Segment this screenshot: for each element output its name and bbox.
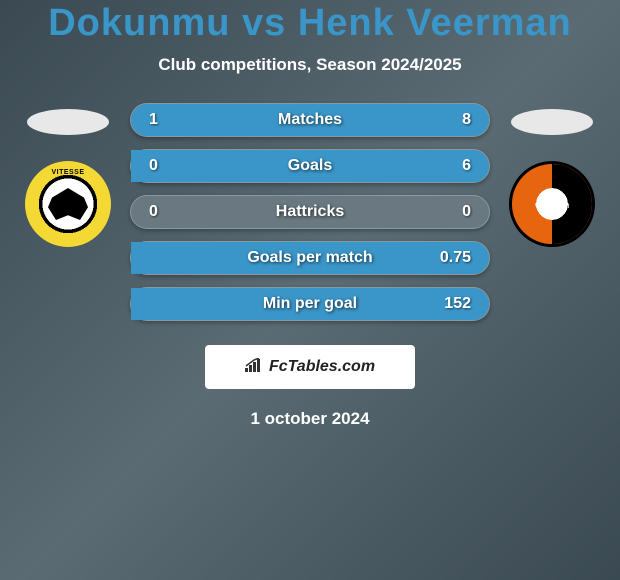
stat-row-hattricks: 0 Hattricks 0 — [130, 195, 490, 229]
stat-row-matches: 1 Matches 8 — [130, 103, 490, 137]
stats-panel: 1 Matches 8 0 Goals 6 0 Hattricks 0 — [130, 103, 490, 321]
player-left-column — [18, 103, 118, 247]
stat-row-goals-per-match: Goals per match 0.75 — [130, 241, 490, 275]
player-right-silhouette — [511, 109, 593, 135]
chart-icon — [245, 358, 263, 377]
stat-left-value: 0 — [149, 203, 158, 221]
stat-label: Hattricks — [276, 203, 344, 221]
comparison-widget: Dokunmu vs Henk Veerman Club competition… — [0, 0, 620, 580]
club-logo-volendam: FCVOLENDAM — [509, 161, 595, 247]
stat-label: Goals per match — [247, 249, 372, 267]
stat-right-value: 6 — [462, 157, 471, 175]
stat-right-value: 152 — [444, 295, 471, 313]
stat-label: Goals — [288, 157, 332, 175]
volendam-text-icon: FCVOLENDAM — [535, 198, 569, 210]
player-right-column: FCVOLENDAM — [502, 103, 602, 247]
subtitle: Club competitions, Season 2024/2025 — [158, 55, 461, 75]
stat-right-value: 8 — [462, 111, 471, 129]
date-label: 1 october 2024 — [250, 409, 369, 429]
footer-brand-text: FcTables.com — [269, 358, 375, 376]
stat-label: Matches — [278, 111, 342, 129]
stat-left-value: 1 — [149, 111, 158, 129]
stat-label: Min per goal — [263, 295, 357, 313]
stat-row-goals: 0 Goals 6 — [130, 149, 490, 183]
player-left-silhouette — [27, 109, 109, 135]
stat-row-min-per-goal: Min per goal 152 — [130, 287, 490, 321]
footer-brand-badge[interactable]: FcTables.com — [205, 345, 415, 389]
main-area: 1 Matches 8 0 Goals 6 0 Hattricks 0 — [0, 103, 620, 321]
page-title: Dokunmu vs Henk Veerman — [48, 2, 572, 45]
stat-right-value: 0.75 — [440, 249, 471, 267]
vitesse-eagle-icon — [48, 188, 88, 220]
club-logo-vitesse — [25, 161, 111, 247]
stat-right-value: 0 — [462, 203, 471, 221]
stat-left-value: 0 — [149, 157, 158, 175]
